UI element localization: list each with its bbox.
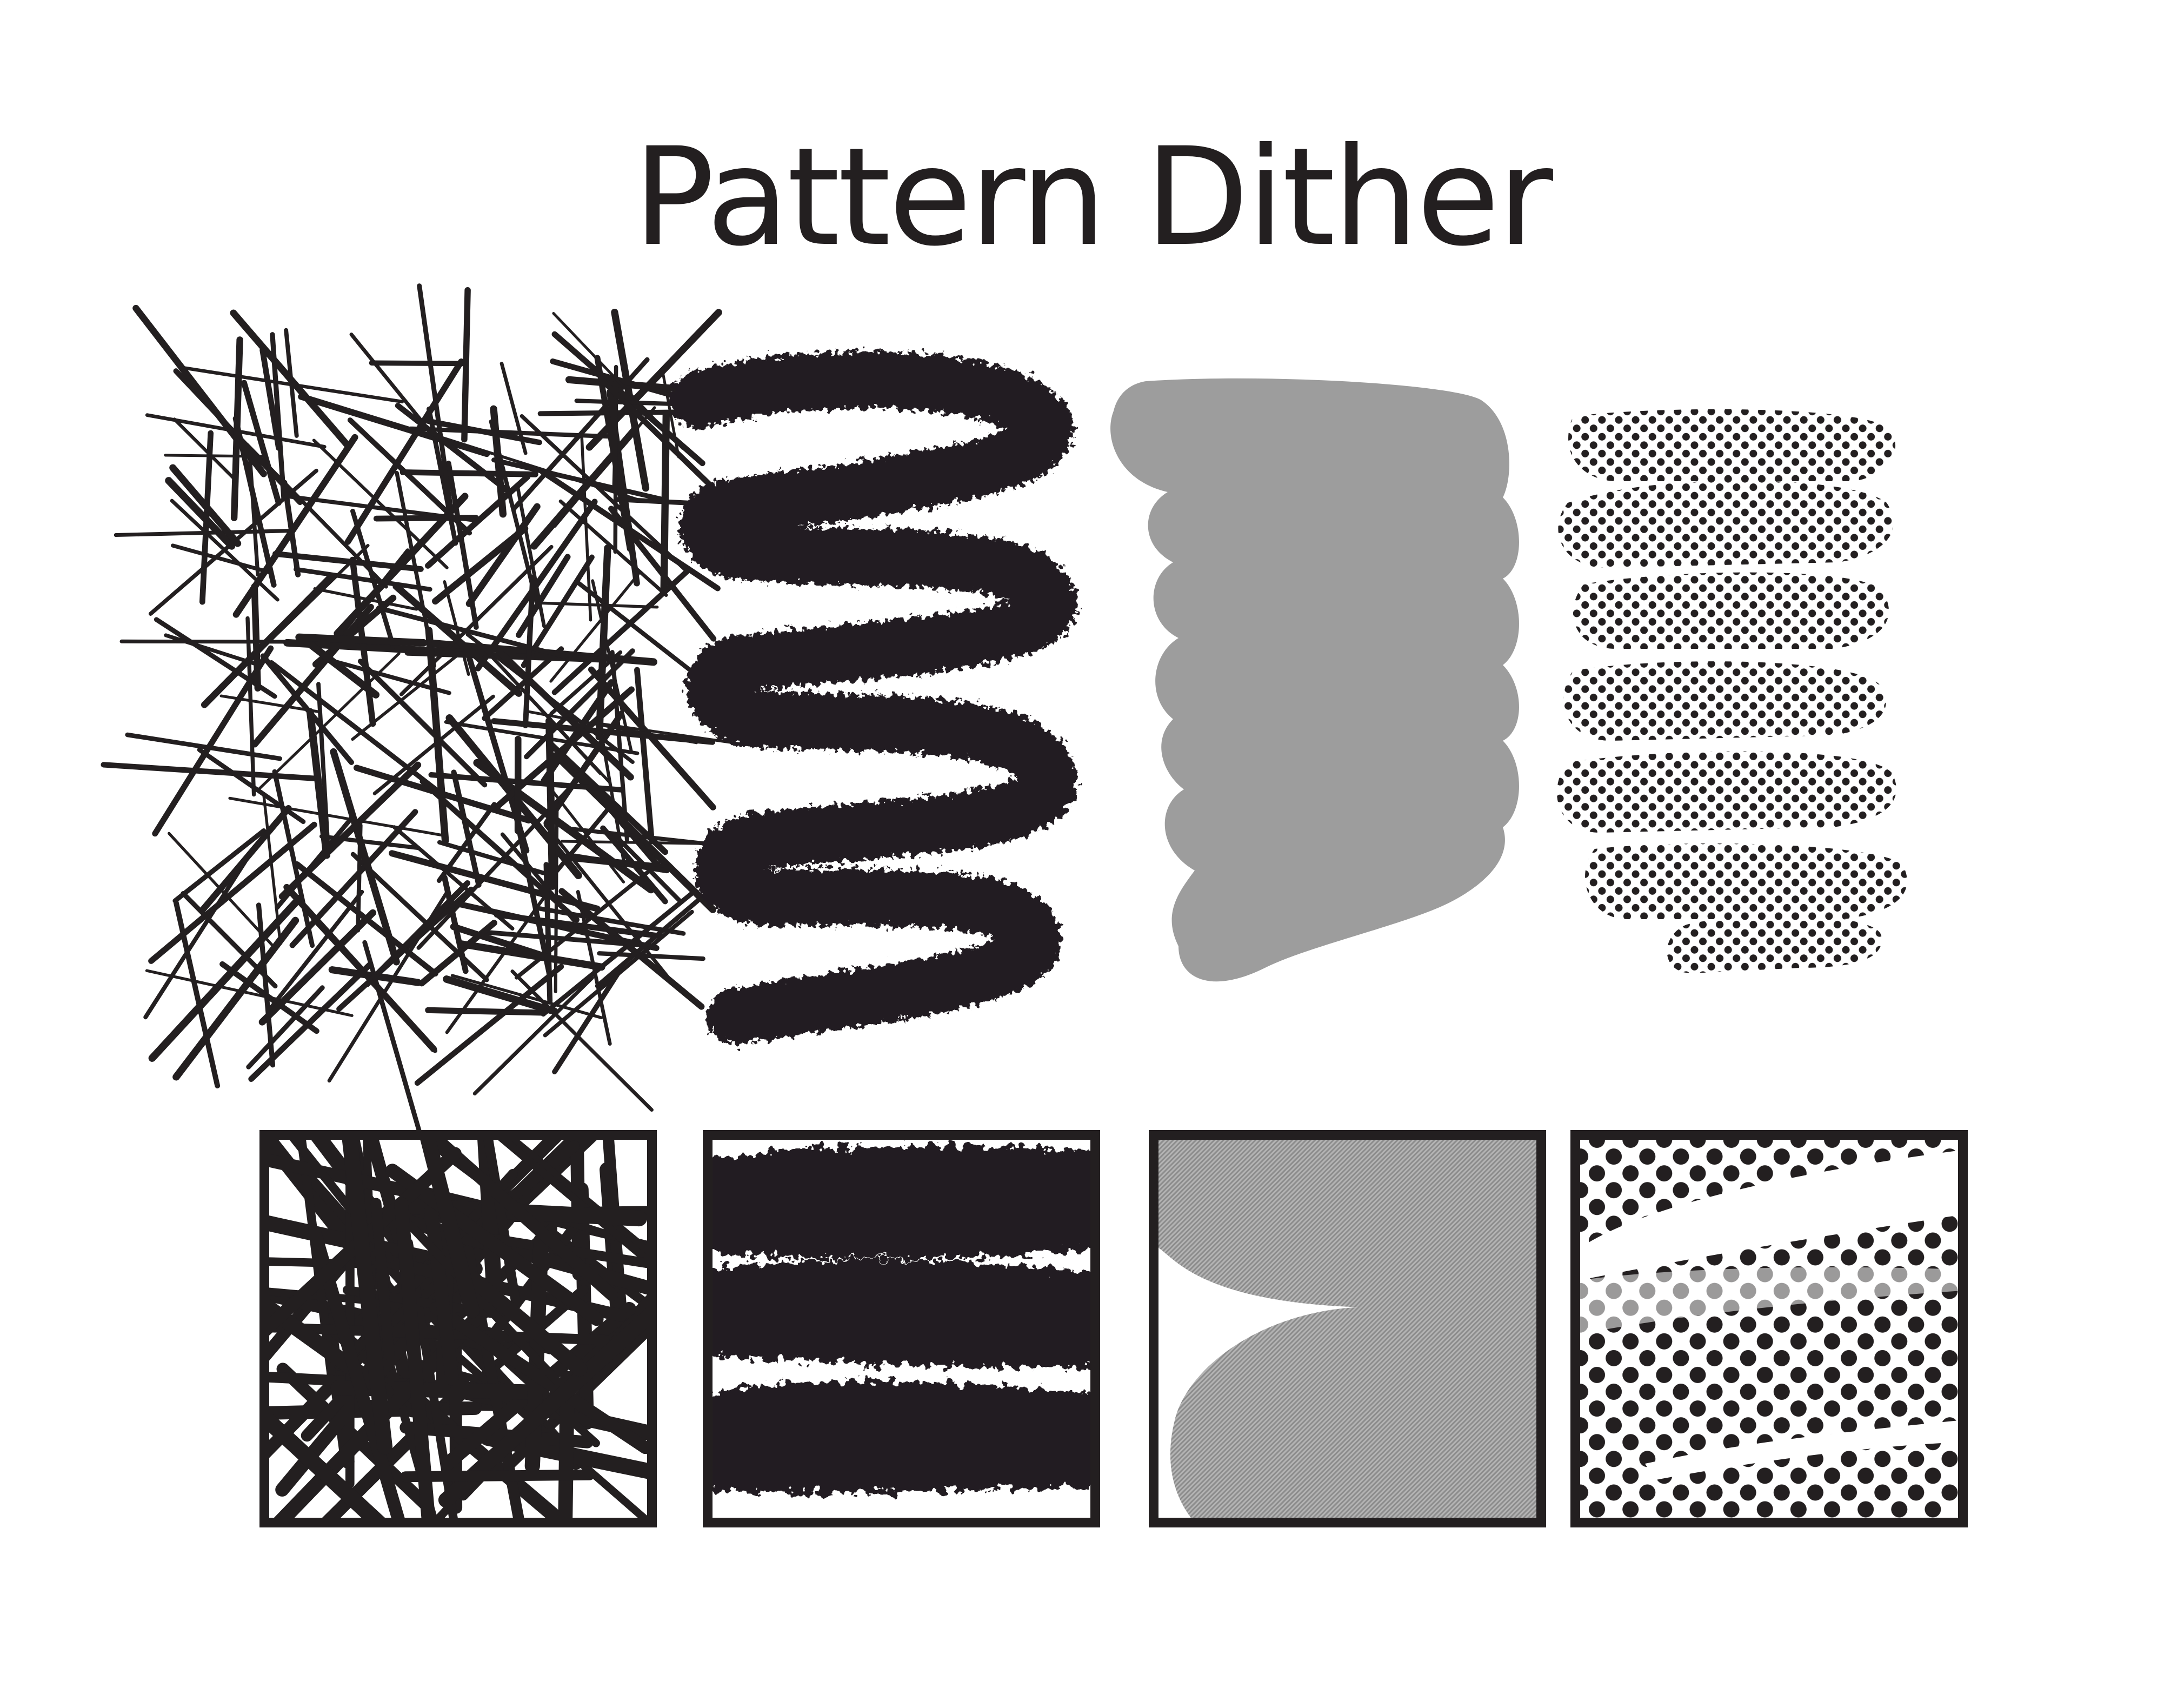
charcoal-zigzag-stroke-icon bbox=[669, 351, 1077, 1045]
halftone-dot-stroke-icon bbox=[1557, 409, 1907, 973]
gray-swatch bbox=[1149, 1130, 1546, 1527]
page-title: Pattern Dither bbox=[633, 118, 1553, 276]
halftone-swatch bbox=[1570, 1130, 1968, 1527]
charcoal-swatch bbox=[703, 1130, 1100, 1527]
crosshatch-swatch bbox=[259, 1130, 657, 1527]
crosshatch-stroke-icon bbox=[101, 283, 777, 1138]
gray-blob-stroke-icon bbox=[1110, 378, 1519, 982]
